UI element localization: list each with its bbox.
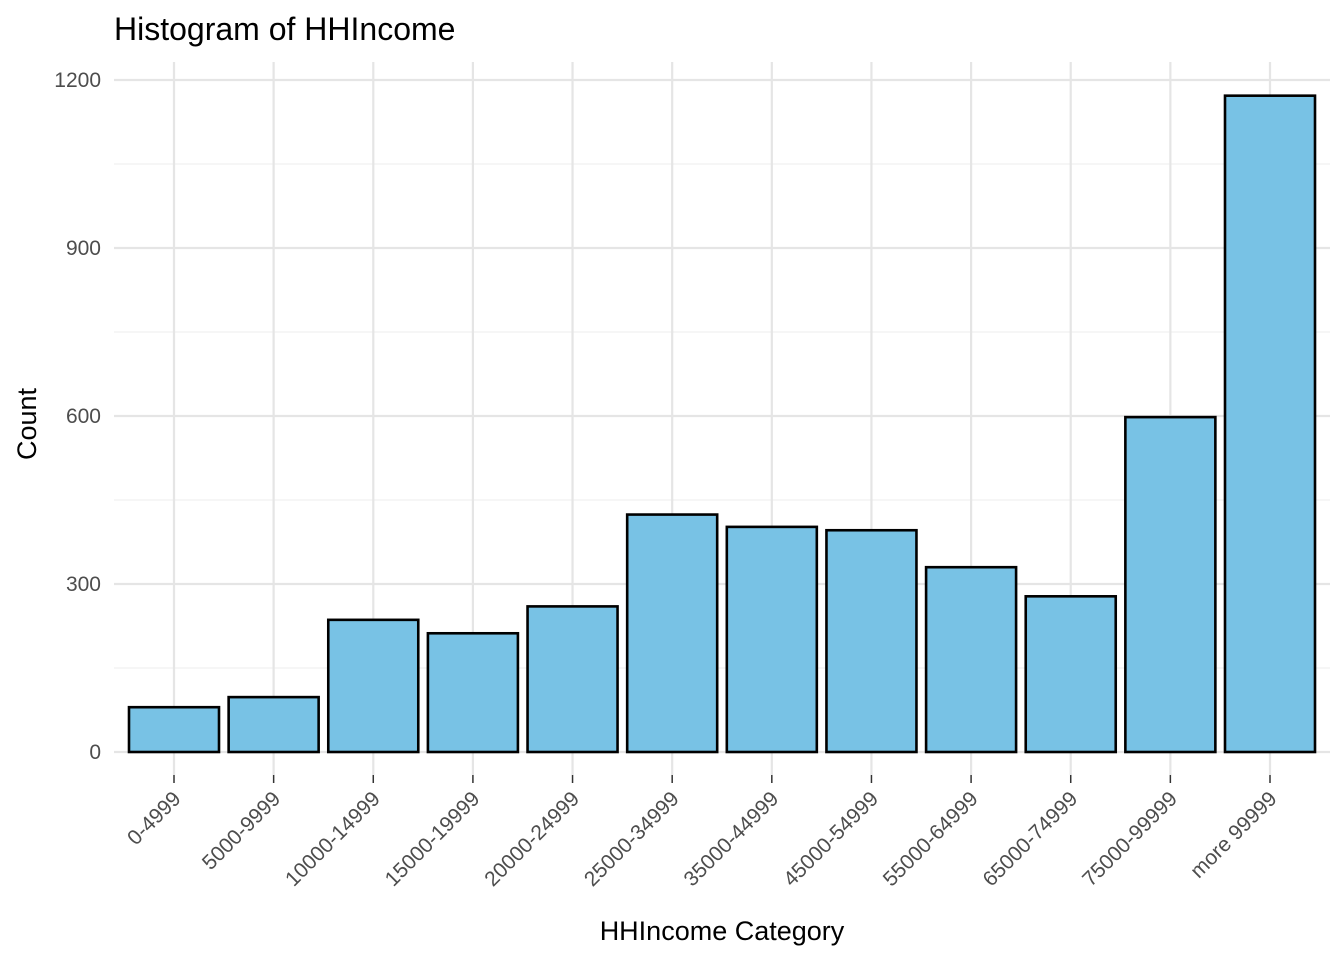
- x-tick-label: more 99999: [1186, 787, 1282, 883]
- bar-75000-99999: [1124, 415, 1217, 754]
- x-axis-ticks: 0-4999 5000-999910000-1499915000-19999200…: [123, 775, 1282, 891]
- y-axis-title: Count: [12, 387, 42, 460]
- bar-55000-64999: [924, 565, 1018, 754]
- bar-20000-24999: [526, 605, 619, 754]
- bar-15000-19999: [426, 631, 520, 754]
- bar-0-4999: [127, 705, 221, 754]
- y-tick-label: 900: [66, 237, 101, 260]
- y-tick-label: 1200: [54, 69, 101, 92]
- x-tick-label: 25000-34999: [580, 787, 684, 891]
- bar-more-99999: [1223, 94, 1317, 754]
- bars: [127, 94, 1317, 754]
- x-tick-label: 0-4999: [123, 787, 186, 850]
- x-tick-label: 20000-24999: [480, 787, 584, 891]
- y-axis-ticks: 0 300 600 900 1200: [54, 69, 101, 764]
- bar-35000-44999: [725, 525, 819, 754]
- y-tick-label: 300: [66, 573, 101, 596]
- x-axis-title: HHIncome Category: [600, 916, 845, 946]
- bar-65000-74999: [1024, 595, 1118, 754]
- x-tick-label: 45000-54999: [779, 787, 883, 891]
- bar-45000-54999: [825, 528, 918, 754]
- x-tick-label: 35000-44999: [680, 787, 784, 891]
- bar-25000-34999: [625, 513, 719, 754]
- chart-title: Histogram of HHIncome: [114, 11, 455, 47]
- x-tick-label: 5000-9999: [198, 787, 285, 874]
- x-tick-label: 75000-99999: [1078, 787, 1182, 891]
- bar-5000-9999: [227, 695, 320, 754]
- x-tick-label: 10000-14999: [281, 787, 385, 891]
- x-tick-label: 55000-64999: [879, 787, 983, 891]
- x-tick-label: 15000-19999: [381, 787, 485, 891]
- y-tick-label: 600: [66, 405, 101, 428]
- bar-10000-14999: [326, 618, 420, 754]
- x-tick-label: 65000-74999: [978, 787, 1082, 891]
- y-tick-label: 0: [89, 741, 101, 764]
